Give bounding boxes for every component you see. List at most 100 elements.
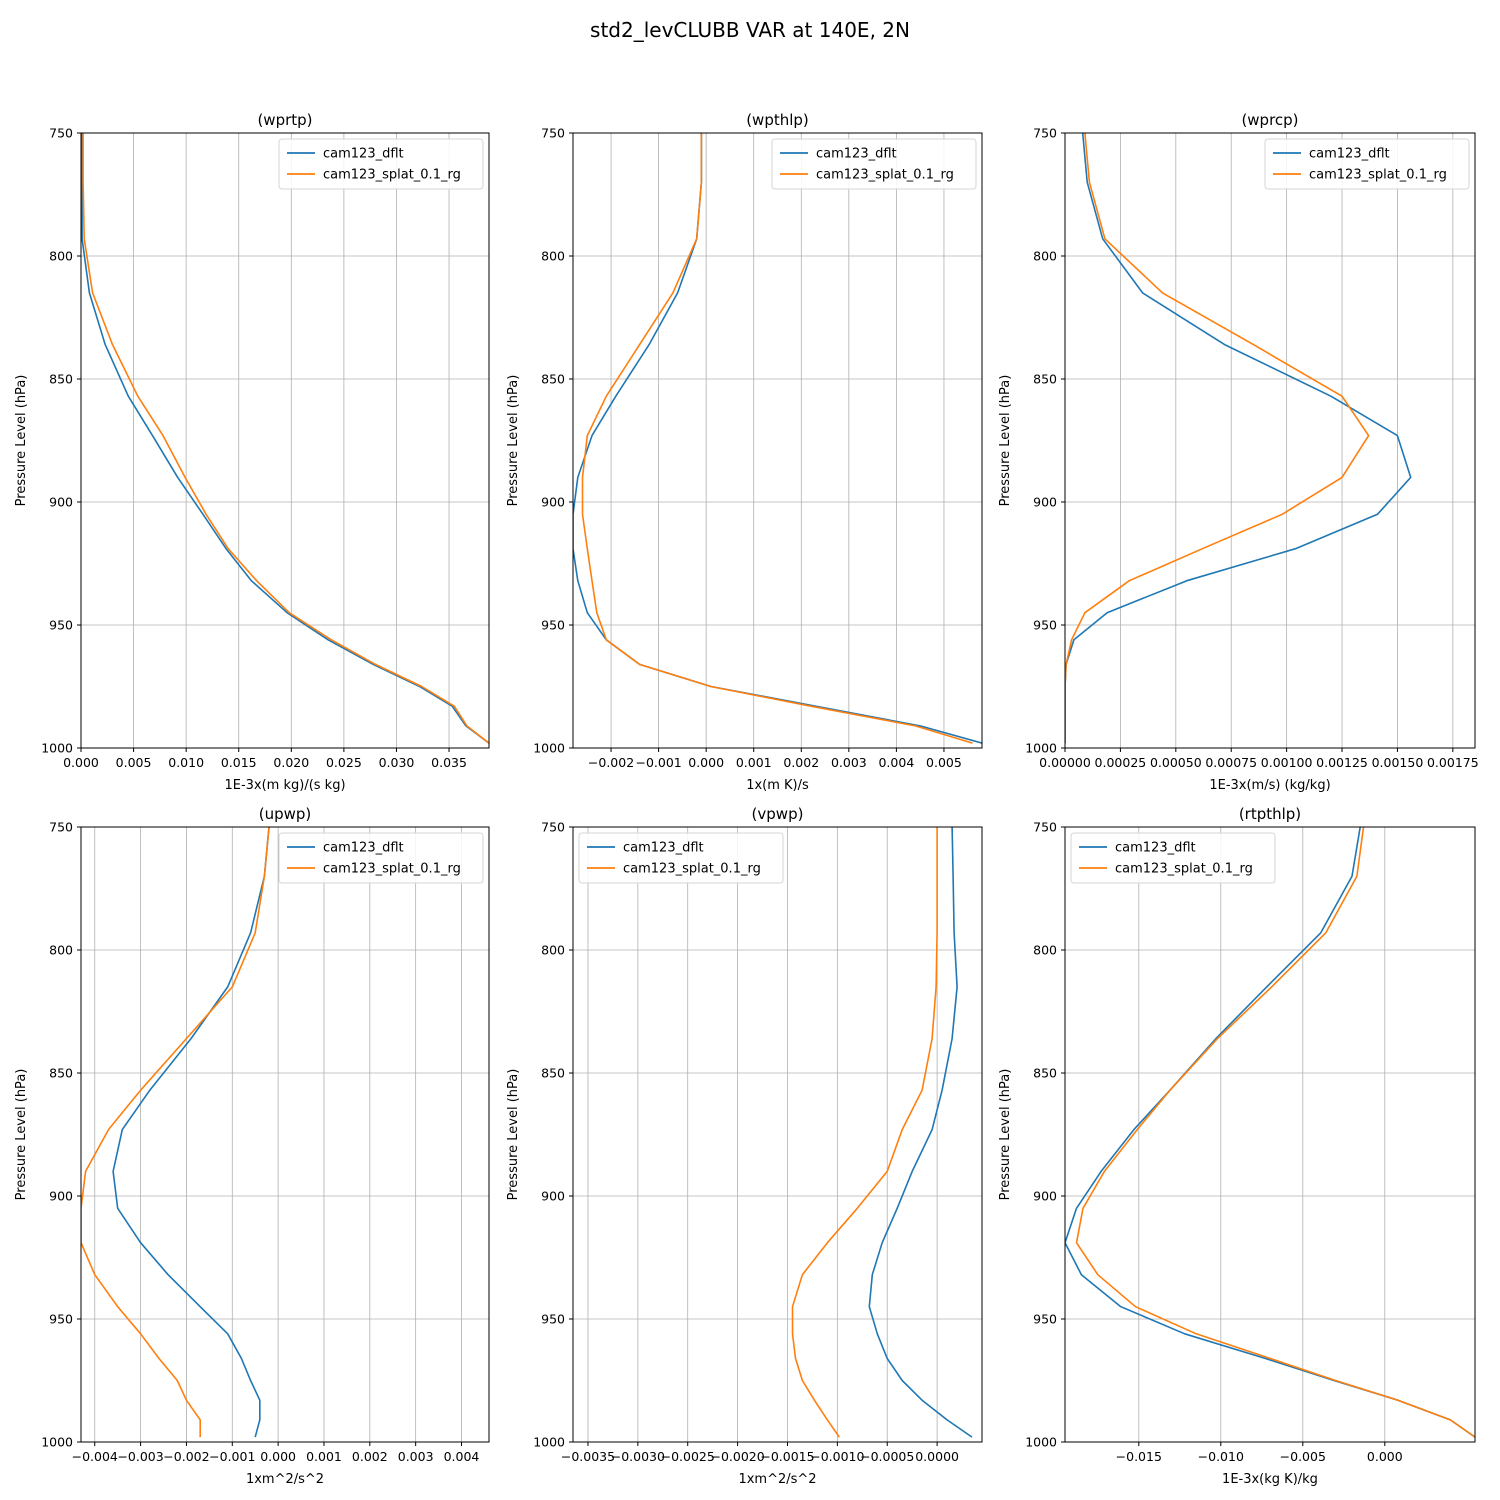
y-tick-label: 800 [541,943,565,958]
y-tick-label: 900 [49,1189,73,1204]
y-tick-label: 800 [49,943,73,958]
series-group [791,827,973,1438]
x-tick-label: −0.001 [209,1449,255,1464]
y-tick-label: 750 [1033,126,1057,141]
series-line-cam123_splat_0.1_rg [791,827,938,1438]
plot-frame [80,826,490,1443]
legend-label: cam123_splat_0.1_rg [323,168,461,183]
legend-label: cam123_splat_0.1_rg [1309,168,1447,183]
x-tick-label: −0.015 [1116,1449,1162,1464]
x-tick-label: −0.001 [635,755,681,770]
y-tick-label: 850 [541,372,565,387]
series-line-cam123_dflt [573,133,982,744]
series-line-cam123_dflt [112,827,270,1438]
y-tick-label: 1000 [533,1435,565,1450]
series-group [81,827,270,1438]
plot-frame [80,132,490,749]
x-tick-label: −0.0035 [561,1449,615,1464]
x-tick-label: −0.0030 [611,1449,665,1464]
x-tick-label: −0.002 [163,1449,209,1464]
y-axis-label: Pressure Level (hPa) [998,375,1013,507]
y-axis-label: Pressure Level (hPa) [14,1069,29,1201]
x-tick-label: 0.004 [878,755,914,770]
x-tick-label: 0.00100 [1261,755,1313,770]
y-tick-label: 1000 [1025,1435,1057,1450]
y-tick-label: 750 [541,820,565,835]
x-tick-label: 0.003 [398,1449,434,1464]
legend: cam123_dflt cam123_splat_0.1_rg [578,832,784,884]
legend-label: cam123_dflt [1115,841,1196,856]
plot-frame [1064,826,1476,1443]
figure-title: std2_levCLUBB VAR at 140E, 2N [590,18,910,42]
panel-title: (wpthlp) [746,111,809,129]
panel-wprtp: 0.000 0.005 0.010 0.015 0.020 0.025 0.030 0.035… [14,111,490,793]
y-tick-label: 850 [1033,372,1057,387]
series-line-cam123_splat_0.1_rg [1075,827,1475,1438]
series-group [1065,133,1412,744]
y-tick-label: 950 [1033,1312,1057,1327]
panel-title: (upwp) [259,805,312,823]
x-tick-label: 0.00175 [1427,755,1479,770]
x-tick-label: 0.000 [688,755,724,770]
y-axis-label: Pressure Level (hPa) [14,375,29,507]
legend-box [771,138,977,190]
legend: cam123_dflt cam123_splat_0.1_rg [1070,832,1276,884]
legend-label: cam123_splat_0.1_rg [323,862,461,877]
x-tick-label: 0.015 [221,755,257,770]
x-tick-label: −0.004 [72,1449,118,1464]
legend-label: cam123_splat_0.1_rg [623,862,761,877]
x-tick-label: −0.0025 [661,1449,715,1464]
y-tick-label: 900 [1033,495,1057,510]
y-tick-label: 900 [541,1189,565,1204]
x-axis-label: 1xm^2/s^2 [738,1472,816,1487]
series-line-cam123_splat_0.1_rg [81,827,270,1438]
x-axis-label: 1E-3x(m/s) (kg/kg) [1209,778,1330,793]
x-tick-label: 0.000 [63,755,99,770]
x-tick-label: 0.00025 [1095,755,1147,770]
panel-title: (wprtp) [257,111,312,129]
y-tick-label: 850 [49,372,73,387]
panel-wpthlp: −0.002 −0.001 0.000 0.001 0.002 0.003 0.004 0.0… [506,111,983,793]
plot-frame [1064,132,1476,749]
x-tick-label: 0.0000 [915,1449,959,1464]
x-tick-label: −0.0020 [710,1449,764,1464]
x-tick-label: −0.0015 [760,1449,814,1464]
y-tick-label: 800 [1033,943,1057,958]
x-tick-label: −0.002 [588,755,634,770]
series-line-cam123_splat_0.1_rg [82,133,489,744]
y-tick-label: 750 [541,126,565,141]
series-line-cam123_dflt [81,133,489,744]
x-tick-label: 0.002 [783,755,819,770]
x-tick-label: 0.00125 [1316,755,1368,770]
legend: cam123_dflt cam123_splat_0.1_rg [278,138,484,190]
y-tick-label: 1000 [41,741,73,756]
x-tick-label: 0.010 [168,755,204,770]
legend-label: cam123_dflt [323,841,404,856]
legend-box [1264,138,1470,190]
y-tick-label: 1000 [41,1435,73,1450]
legend-box [1070,832,1276,884]
y-axis-label: Pressure Level (hPa) [506,375,521,507]
y-tick-label: 1000 [533,741,565,756]
y-tick-label: 900 [1033,1189,1057,1204]
x-tick-label: 0.000 [1367,1449,1403,1464]
plot-frame [572,826,983,1443]
legend-label: cam123_dflt [1309,147,1390,162]
y-tick-label: 950 [1033,618,1057,633]
y-tick-label: 800 [541,249,565,264]
x-tick-label: −0.0005 [860,1449,914,1464]
series-group [1065,827,1475,1438]
x-tick-label: 0.025 [326,755,362,770]
y-tick-label: 750 [1033,820,1057,835]
series-line-cam123_splat_0.1_rg [1065,133,1370,744]
x-axis-label: 1x(m K)/s [746,778,809,793]
x-tick-label: 0.000 [260,1449,296,1464]
y-axis-label: Pressure Level (hPa) [998,1069,1013,1201]
y-tick-label: 950 [49,618,73,633]
legend-label: cam123_splat_0.1_rg [1115,862,1253,877]
y-tick-label: 1000 [1025,741,1057,756]
y-tick-label: 950 [541,1312,565,1327]
x-tick-label: −0.0010 [810,1449,864,1464]
y-tick-label: 950 [541,618,565,633]
